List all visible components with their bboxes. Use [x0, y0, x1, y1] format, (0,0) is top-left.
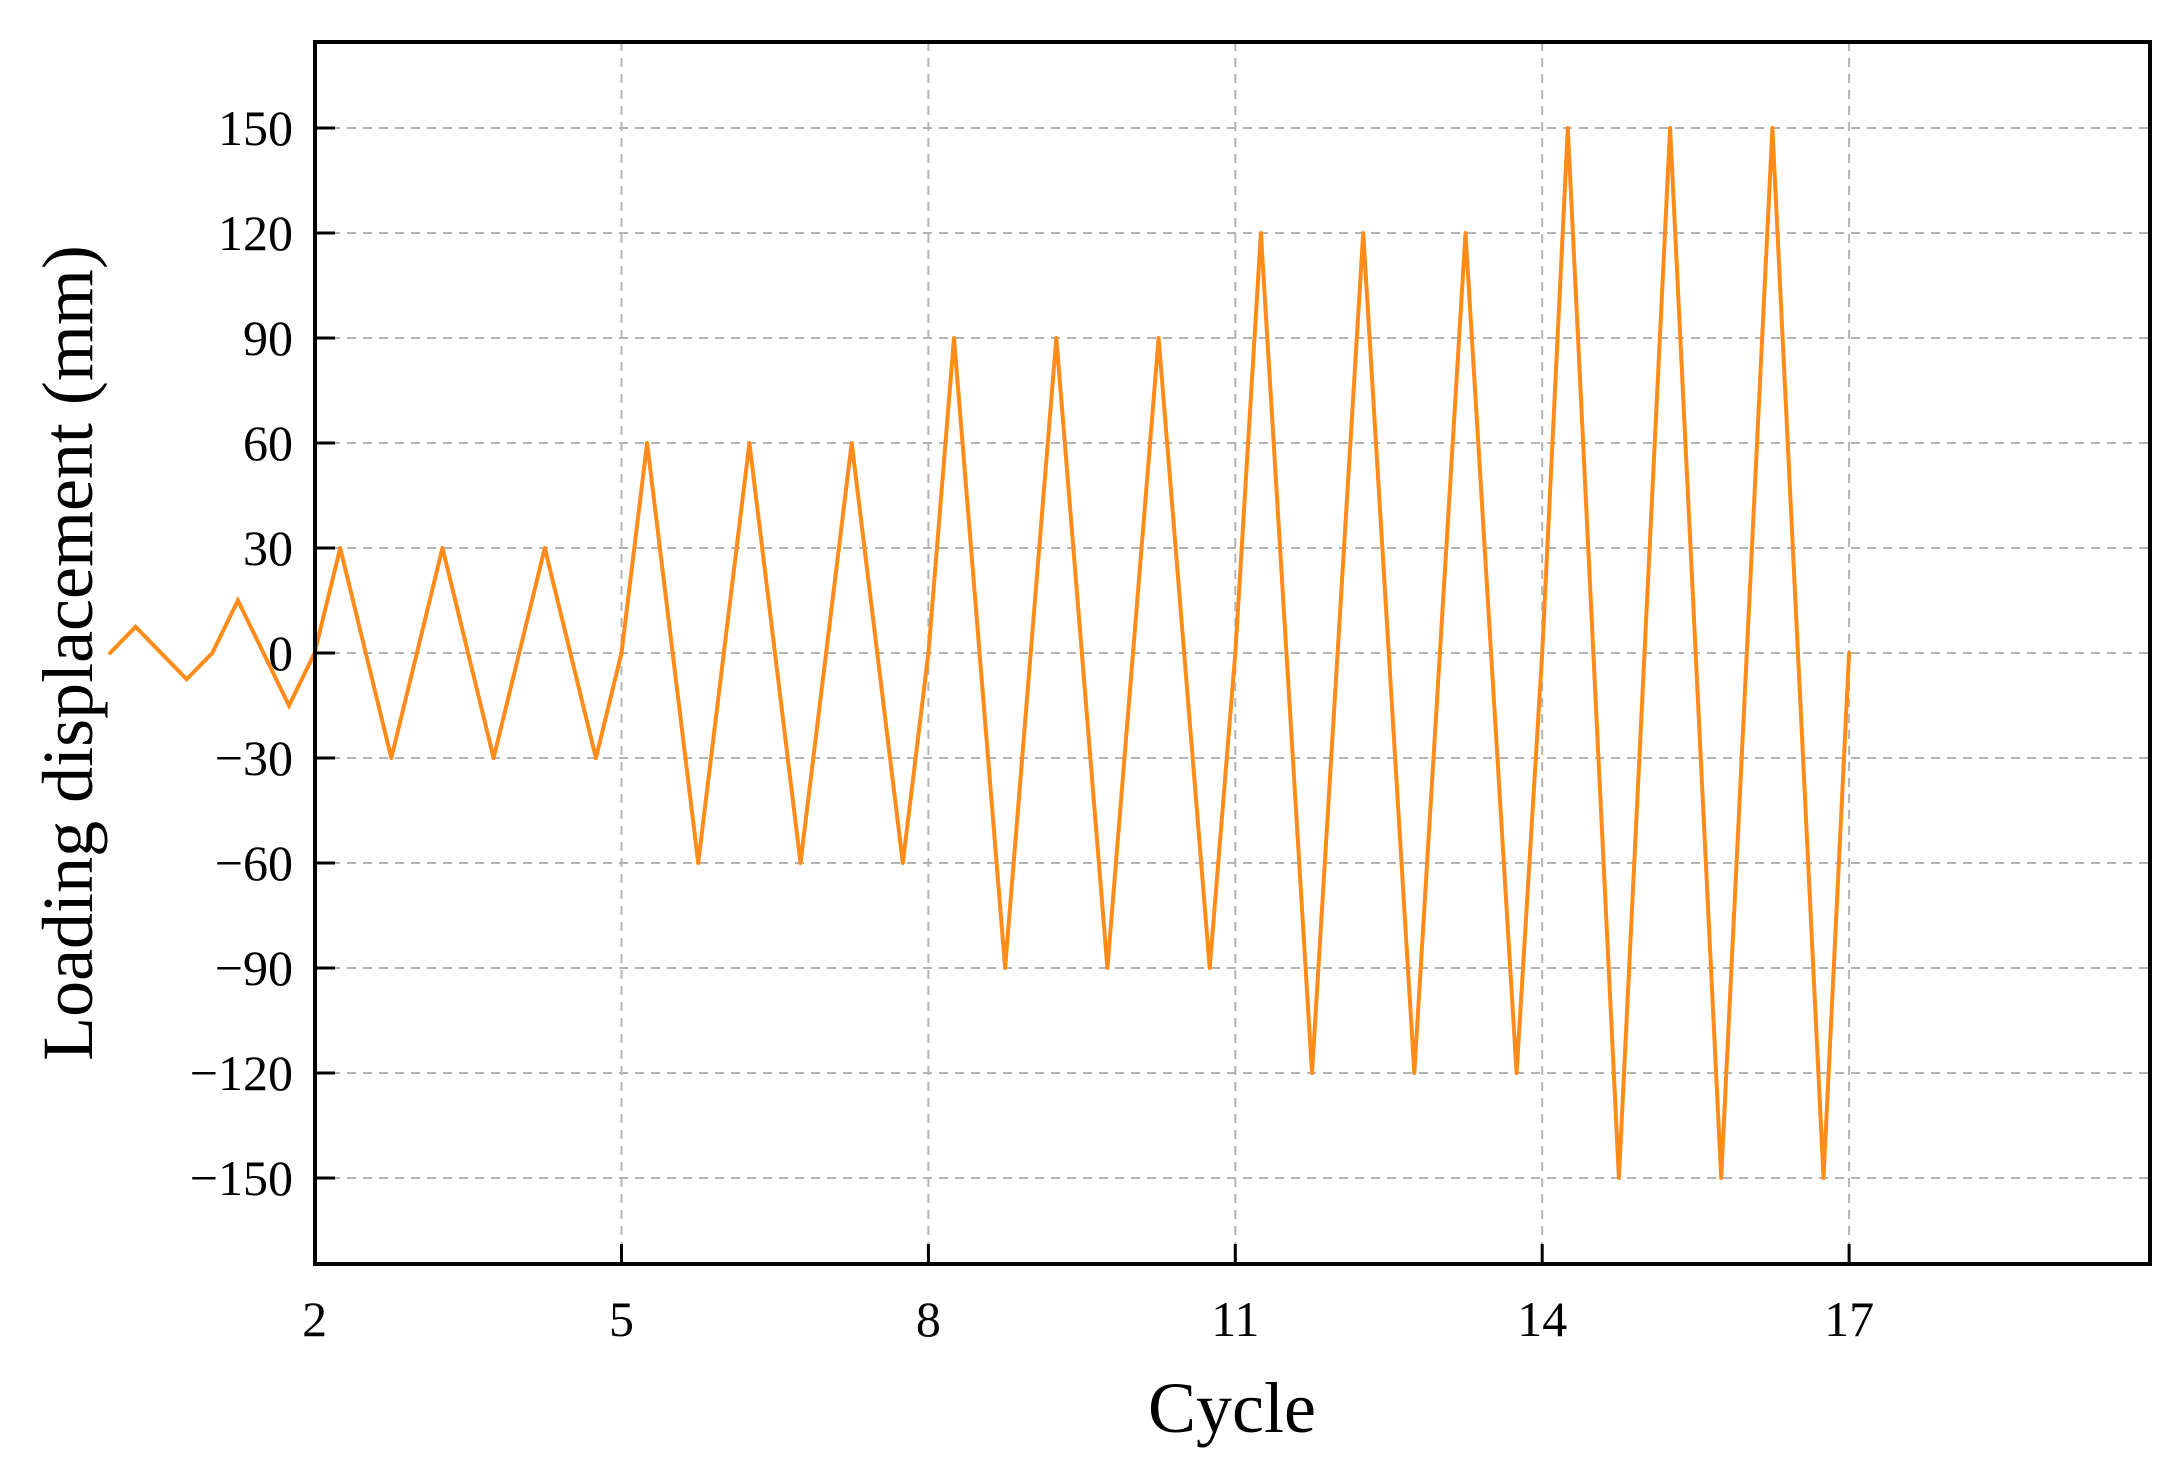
y-tick-label: 30: [243, 520, 293, 576]
data-point: [542, 546, 547, 550]
x-tick-label: 11: [1211, 1291, 1259, 1347]
y-tick-label: −60: [215, 835, 293, 891]
data-point: [1207, 966, 1212, 970]
x-tick-labels: 2 5 8 11 14 17: [302, 1291, 1874, 1347]
data-point: [1719, 1176, 1724, 1180]
data-point: [1463, 231, 1468, 235]
data-point: [210, 651, 215, 655]
data-point: [619, 651, 624, 655]
axis-ticks: [313, 126, 1851, 1264]
x-tick-label: 14: [1517, 1291, 1567, 1347]
data-point: [491, 756, 496, 760]
data-point: [1310, 1071, 1314, 1075]
data-point: [440, 546, 445, 550]
data-point: [593, 756, 598, 760]
data-point: [645, 441, 650, 445]
data-point: [133, 624, 138, 629]
data-point: [798, 861, 803, 865]
y-tick-label: 150: [218, 100, 293, 156]
data-point: [952, 336, 956, 340]
data-point: [900, 861, 905, 865]
x-tick-label: 2: [302, 1291, 327, 1347]
data-point: [108, 651, 112, 655]
grid-lines: [313, 42, 2150, 1264]
data-point: [338, 546, 343, 550]
data-point: [1258, 231, 1263, 235]
x-tick-label: 5: [609, 1291, 634, 1347]
y-axis-title: Loading displacement (mm): [28, 245, 108, 1061]
data-point: [747, 441, 752, 445]
data-point: [1847, 651, 1852, 655]
data-point: [1540, 651, 1545, 655]
y-tick-labels: 150 120 90 60 30 0 −30 −60 −90 −120 −150: [190, 100, 293, 1206]
data-point: [849, 441, 854, 445]
data-point: [235, 598, 240, 603]
data-point: [696, 861, 701, 865]
data-point: [1105, 966, 1110, 970]
data-point: [1514, 1071, 1519, 1075]
data-point: [1233, 651, 1238, 655]
y-tick-label: −30: [215, 730, 293, 786]
series-line: [108, 127, 1852, 1179]
series-layer: [108, 126, 1852, 1180]
data-point: [926, 651, 931, 655]
x-axis-title: Cycle: [1148, 1368, 1316, 1448]
data-point: [1361, 231, 1366, 235]
y-tick-label: 0: [268, 625, 293, 681]
data-point: [1770, 126, 1775, 130]
data-point: [1616, 1176, 1621, 1180]
data-point: [389, 756, 394, 760]
x-tick-label: 17: [1824, 1291, 1874, 1347]
data-point: [1412, 1071, 1417, 1075]
data-point: [1156, 336, 1161, 340]
data-point: [1054, 336, 1059, 340]
y-tick-label: 60: [243, 415, 293, 471]
y-tick-label: −120: [190, 1045, 293, 1101]
y-tick-label: −150: [190, 1150, 293, 1206]
data-point: [1003, 966, 1008, 970]
data-point: [1565, 126, 1570, 130]
data-point: [287, 703, 291, 708]
y-tick-label: −90: [215, 940, 293, 996]
y-tick-label: 90: [243, 310, 293, 366]
data-point: [1668, 126, 1673, 130]
data-point: [1821, 1176, 1826, 1180]
data-point: [184, 677, 189, 682]
x-tick-label: 8: [916, 1291, 941, 1347]
y-tick-label: 120: [218, 205, 293, 261]
